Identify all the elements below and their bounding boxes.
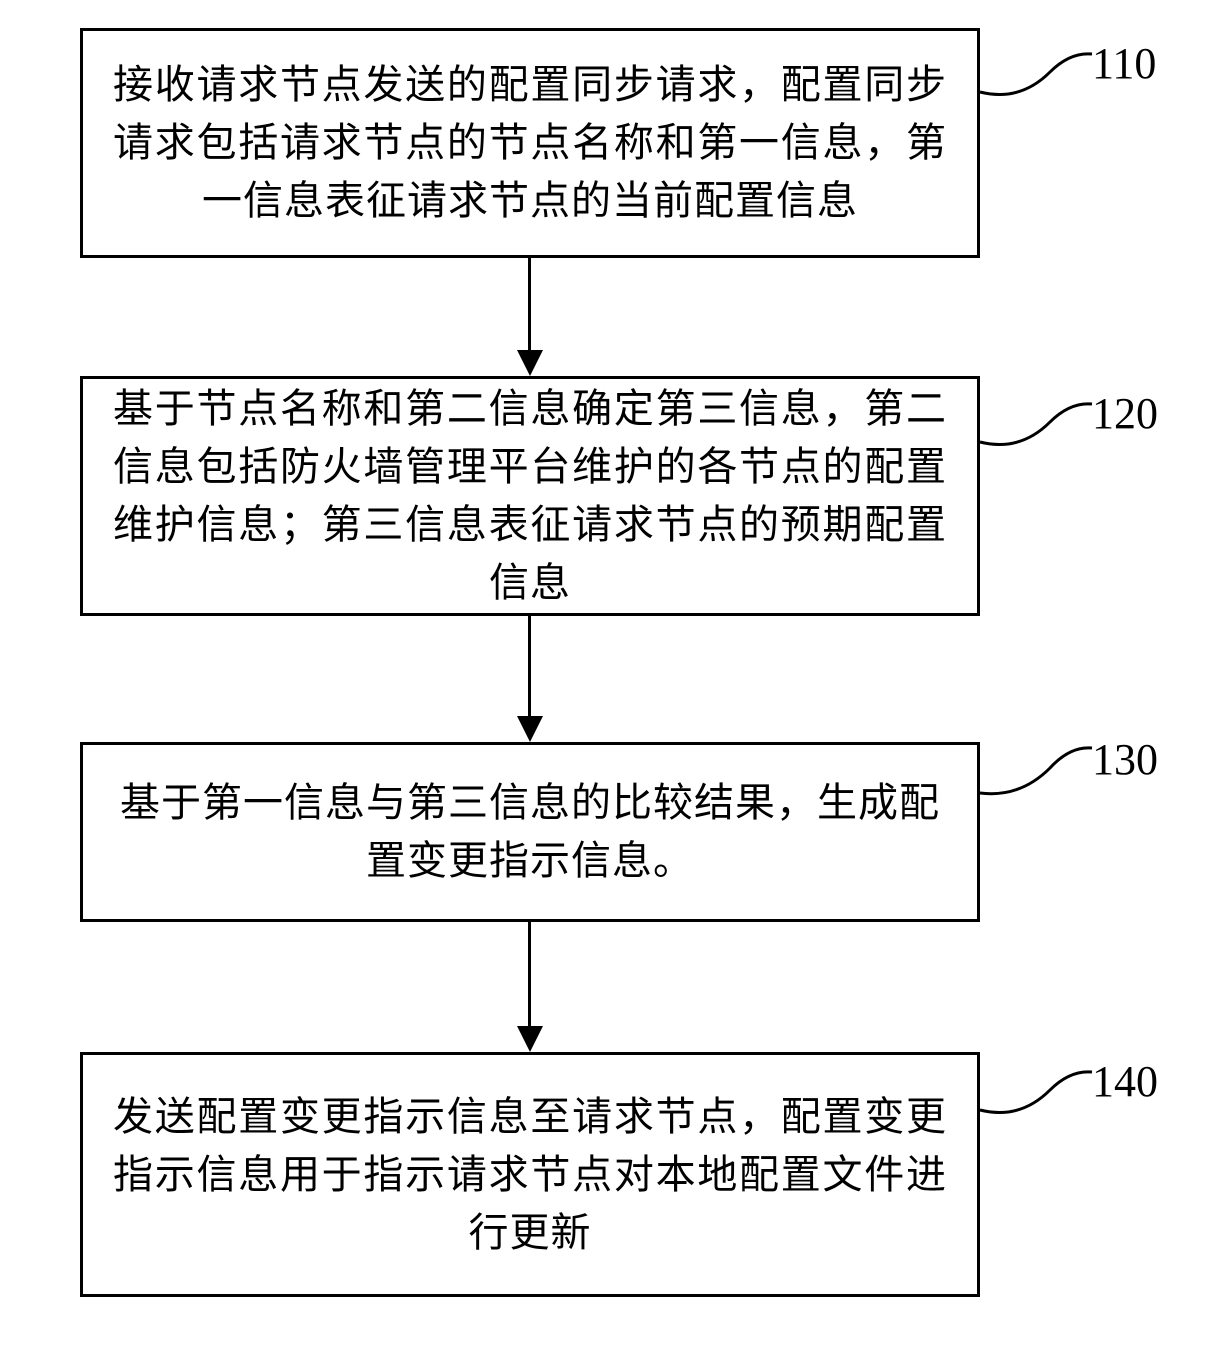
arrow-head-130-140 xyxy=(517,1026,543,1052)
connector-140 xyxy=(980,1060,1095,1135)
flow-box-130-text: 基于第一信息与第三信息的比较结果，生成配置变更指示信息。 xyxy=(113,774,947,890)
flow-box-120-text: 基于节点名称和第二信息确定第三信息，第二信息包括防火墙管理平台维护的各节点的配置… xyxy=(113,380,947,612)
arrow-120-130 xyxy=(528,616,531,716)
flow-label-130: 130 xyxy=(1092,734,1158,785)
arrow-head-110-120 xyxy=(517,350,543,376)
flow-box-140-text: 发送配置变更指示信息至请求节点，配置变更指示信息用于指示请求节点对本地配置文件进… xyxy=(113,1088,947,1262)
flow-box-120: 基于节点名称和第二信息确定第三信息，第二信息包括防火墙管理平台维护的各节点的配置… xyxy=(80,376,980,616)
flow-box-130: 基于第一信息与第三信息的比较结果，生成配置变更指示信息。 xyxy=(80,742,980,922)
connector-120 xyxy=(980,392,1095,467)
flow-label-140: 140 xyxy=(1092,1056,1158,1107)
arrow-head-120-130 xyxy=(517,716,543,742)
arrow-130-140 xyxy=(528,922,531,1026)
connector-130 xyxy=(980,738,1095,813)
flowchart-canvas: 接收请求节点发送的配置同步请求，配置同步请求包括请求节点的节点名称和第一信息，第… xyxy=(0,0,1230,1366)
flow-box-110: 接收请求节点发送的配置同步请求，配置同步请求包括请求节点的节点名称和第一信息，第… xyxy=(80,28,980,258)
arrow-110-120 xyxy=(528,258,531,350)
flow-box-140: 发送配置变更指示信息至请求节点，配置变更指示信息用于指示请求节点对本地配置文件进… xyxy=(80,1052,980,1297)
flow-label-120: 120 xyxy=(1092,388,1158,439)
connector-110 xyxy=(980,42,1095,117)
flow-box-110-text: 接收请求节点发送的配置同步请求，配置同步请求包括请求节点的节点名称和第一信息，第… xyxy=(113,56,947,230)
flow-label-110: 110 xyxy=(1092,38,1156,89)
